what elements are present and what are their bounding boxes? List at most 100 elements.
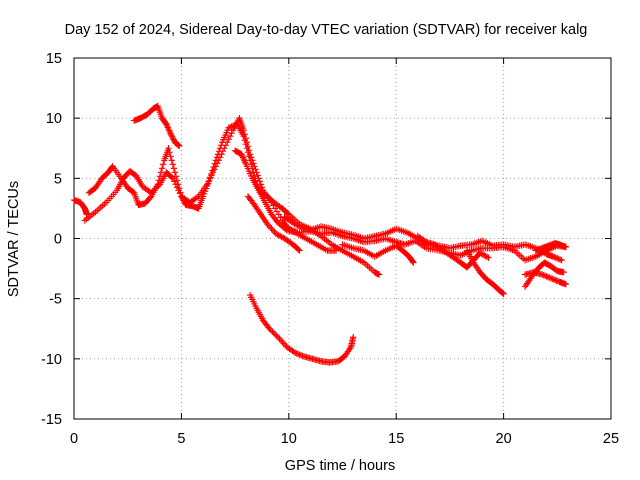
data-point-arc-3 [213, 154, 221, 161]
data-point-arc-10 [500, 290, 507, 298]
data-point-arc-3 [156, 173, 164, 180]
data-point-arc-12 [551, 276, 559, 284]
data-point-arc-12 [562, 281, 570, 288]
data-point-arc-12 [539, 271, 546, 278]
y-tick-label: -10 [41, 352, 62, 368]
data-point-arc-14 [293, 350, 300, 357]
data-point-arc-14 [299, 352, 306, 360]
data-point-arc-3 [179, 195, 187, 203]
data-point-arc-3 [225, 124, 232, 131]
y-tick-label: 5 [54, 171, 62, 187]
data-point-arc-3 [375, 271, 383, 278]
data-point-arc-3 [214, 151, 222, 158]
data-point-arc-3 [206, 177, 213, 184]
data-point-arc-3 [210, 163, 217, 171]
data-point-arc-3 [155, 177, 163, 184]
data-point-arc-7 [558, 256, 565, 264]
data-point-arc-14 [273, 332, 280, 339]
data-point-arc-11 [560, 268, 567, 276]
data-point-arc-3 [207, 174, 214, 181]
y-tick-label: 10 [46, 111, 62, 127]
data-point-arc-14 [279, 338, 286, 346]
data-point-arc-3 [231, 122, 238, 129]
data-point-arc-3 [170, 165, 178, 172]
data-point-arc-3 [172, 173, 180, 180]
data-point-arc-7 [552, 254, 560, 261]
data-point-arc-3 [167, 153, 174, 160]
data-point-arc-3 [177, 189, 184, 196]
x-tick-label: 15 [388, 431, 404, 447]
data-point-arc-6 [266, 224, 274, 231]
x-tick-label: 10 [281, 431, 297, 447]
data-point-arc-3 [208, 170, 215, 178]
data-point-arc-3 [217, 142, 225, 149]
data-point-arc-14 [294, 350, 302, 358]
data-point-arc-3 [209, 167, 216, 174]
data-point-arc-14 [296, 351, 303, 358]
data-point-arc-3 [154, 181, 161, 188]
data-point-arc-2 [256, 178, 264, 185]
data-point-arc-14 [350, 333, 357, 341]
data-point-arc-14 [276, 335, 283, 342]
data-point-arc-3 [165, 145, 172, 152]
data-point-arc-14 [267, 326, 275, 334]
y-axis-label: SDTVAR / TECUs [6, 181, 22, 297]
data-point-arc-12 [549, 275, 556, 283]
data-point-arc-3 [169, 161, 177, 168]
y-tick-label: -5 [49, 292, 62, 308]
data-point-arc-4 [170, 136, 177, 143]
data-point-arc-14 [269, 328, 276, 335]
data-point-arc-3 [176, 185, 183, 192]
data-point-arc-6 [269, 227, 277, 234]
data-point-arc-6 [296, 247, 303, 254]
data-point-arc-12 [544, 273, 552, 281]
tick-labels: 0 5 10 15 20 25 -15 -10 -5 0 5 10 15 [41, 51, 619, 447]
data-point-arc-8 [410, 259, 417, 266]
data-point-arc-3 [158, 165, 166, 172]
data-point-arc-3 [228, 123, 235, 130]
data-point-arc-3 [171, 169, 179, 176]
data-point-arc-14 [297, 352, 305, 359]
data-point-arc-4 [176, 142, 183, 150]
data-point-arc-4 [168, 132, 175, 139]
chart-title: Day 152 of 2024, Sidereal Day-to-day VTE… [65, 22, 588, 38]
data-point-arc-2 [225, 136, 232, 143]
data-point-arc-10 [498, 289, 506, 296]
data-points [70, 102, 570, 366]
data-point-arc-3 [211, 160, 218, 167]
data-point-arc-4 [175, 142, 182, 149]
data-point-arc-7 [551, 253, 558, 261]
data-point-arc-9 [421, 237, 429, 245]
data-point-arc-3 [178, 194, 186, 201]
data-point-arc-4 [168, 133, 176, 140]
data-point-arc-4 [169, 134, 177, 142]
data-point-arc-8 [409, 258, 416, 265]
data-point-arc-12 [553, 277, 560, 284]
data-point-arc-12 [550, 276, 557, 283]
data-point-arc-14 [292, 349, 299, 357]
data-point-arc-14 [277, 337, 285, 344]
data-point-arc-3 [226, 123, 234, 131]
x-tick-label: 20 [496, 431, 512, 447]
data-point-arc-3 [215, 148, 223, 155]
data-point-arc-9 [483, 253, 491, 261]
data-point-arc-2 [226, 133, 234, 140]
data-point-arc-10 [499, 290, 507, 297]
data-point-arc-3 [212, 157, 219, 164]
data-point-arc-2 [255, 175, 262, 182]
data-point-arc-3 [166, 149, 173, 156]
data-point-arc-2 [228, 130, 235, 137]
data-point-arc-2 [193, 194, 201, 201]
data-point-arc-7 [554, 255, 561, 262]
data-point-arc-4 [167, 130, 174, 138]
data-point-arc-3 [178, 193, 185, 200]
data-point-arc-3 [248, 161, 255, 168]
x-axis-label: GPS time / hours [285, 458, 395, 474]
data-point-arc-2 [169, 175, 177, 182]
data-point-arc-2 [171, 178, 178, 185]
data-point-arc-14 [274, 333, 282, 341]
data-point-arc-3 [180, 197, 187, 204]
data-point-arc-3 [168, 157, 175, 164]
data-point-arc-3 [159, 161, 167, 168]
data-point-arc-3 [147, 194, 154, 201]
